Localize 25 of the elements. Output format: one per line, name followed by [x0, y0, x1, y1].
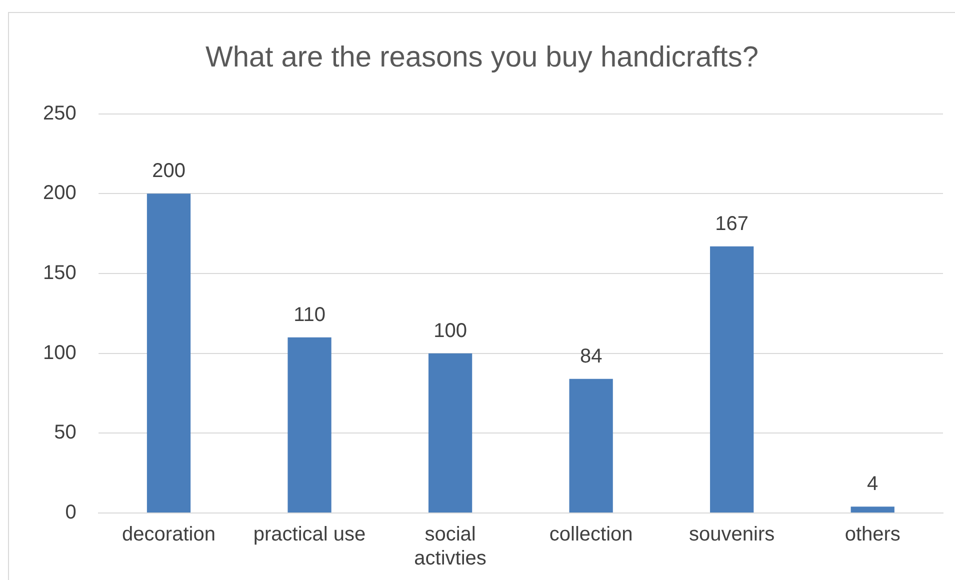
bar	[569, 378, 613, 512]
data-label: 167	[715, 212, 749, 235]
bar	[428, 353, 472, 512]
y-tick-label: 250	[42, 102, 76, 124]
bar	[850, 506, 894, 512]
x-tick-label: others	[844, 524, 900, 546]
x-tick-label: souvenirs	[689, 524, 775, 546]
y-tick-label: 50	[54, 422, 76, 444]
x-tick-label: collection	[549, 524, 633, 546]
y-tick-label: 100	[42, 342, 76, 364]
bar	[710, 246, 754, 512]
data-label: 84	[580, 345, 602, 368]
chart-title: What are the reasons you buy handicrafts?	[206, 41, 758, 74]
x-tick-label: practical use	[253, 524, 366, 546]
data-label: 4	[867, 473, 878, 496]
y-tick-label: 0	[65, 502, 76, 524]
bar	[146, 194, 191, 512]
x-tick-label: social activties	[414, 524, 486, 570]
data-label: 100	[434, 320, 467, 342]
y-tick-label: 150	[42, 262, 76, 284]
x-tick-label: decoration	[122, 524, 216, 546]
y-tick-label: 200	[42, 182, 76, 204]
data-label: 200	[152, 160, 186, 182]
bar	[288, 337, 332, 512]
data-label: 110	[294, 304, 326, 326]
